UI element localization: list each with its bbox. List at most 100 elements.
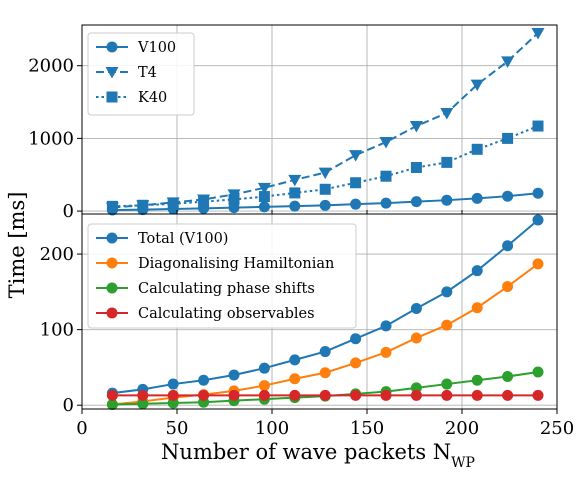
bot-series-total-v100-point-160 [380,320,392,332]
bot-series-calculating-observables-point-240 [532,389,544,401]
bot-series-calculating-observables-point-144 [350,389,362,401]
bot-series-diagonalising-hamiltonian-point-240 [532,258,544,270]
bot-series-calculating-observables-point-16 [106,389,118,401]
bot-legend-entry-total-v100-label: Total (V100) [138,231,228,247]
top-series-v100-point-176 [410,196,422,208]
top-legend: V100 T4 K40 [87,32,195,116]
bot-legend-entry-calculating-phase-shifts: Calculating phase shifts [96,281,315,297]
top-series-k40-point-64 [198,196,210,208]
x-tick-label-100: 100 [255,418,289,439]
bot-series-diagonalising-hamiltonian-point-96 [258,380,270,392]
bot-series-total-v100-point-96 [258,362,270,374]
bot-series-calculating-observables-point-176 [410,389,422,401]
bot-legend-entry-diagonalising-hamiltonian-label: Diagonalising Hamiltonian [138,256,334,272]
top-series-k40-point-208 [471,143,483,155]
bottom-legend: Total (V100) Diagonalising Hamiltonian Cal… [87,223,357,329]
top-legend-entry-v100: V100 [96,40,176,56]
bot-series-total-v100-point-208 [471,265,483,277]
y-tick-label-100: 100 [40,320,74,341]
bot-series-calculating-observables-point-48 [167,389,179,401]
top-legend-entry-v100-marker [106,41,118,53]
top-series-k40-point-176 [410,161,422,173]
bot-series-calculating-observables-point-64 [198,389,210,401]
top-series-k40-point-128 [319,183,331,195]
top-series-v100-point-192 [441,194,453,206]
top-series-t4-point-224 [501,56,515,68]
top-series [105,27,545,216]
bot-series-calculating-observables-point-80 [228,389,240,401]
x-axis-label-main: Number of wave packets N [161,440,451,464]
top-series-k40-point-144 [350,177,362,189]
bot-series-diagonalising-hamiltonian-point-208 [471,302,483,314]
y-tick-label-200: 200 [40,244,74,265]
y-tick-label-2000: 2000 [28,56,74,77]
y-tick-label-0: 0 [63,201,74,222]
bot-series-calculating-phase-shifts-point-32 [137,398,149,410]
bot-series-calculating-phase-shifts-point-208 [471,374,483,386]
bot-series-total-v100-point-144 [350,333,362,345]
top-series-v100-point-208 [471,192,483,204]
bot-legend-entry-total-v100: Total (V100) [96,231,228,247]
bot-series-total-v100-point-224 [502,240,514,252]
x-tick-label-0: 0 [76,418,87,439]
bot-series-calculating-observables-point-224 [502,389,514,401]
bot-series-total-v100-point-192 [441,286,453,298]
bot-series-calculating-observables-point-160 [380,389,392,401]
bot-series-total-v100-point-112 [289,354,301,366]
top-series-v100-point-224 [502,190,514,202]
bot-series-diagonalising-hamiltonian-point-192 [441,319,453,331]
top-series-t4-point-208 [470,79,484,92]
bot-series-total-v100-point-64 [198,374,210,386]
bot-series-calculating-observables-point-208 [471,389,483,401]
bot-series-diagonalising-hamiltonian-point-128 [319,367,331,379]
bot-series-calculating-phase-shifts-point-176 [410,382,422,394]
bot-series-calculating-phase-shifts-point-48 [167,397,179,409]
top-series-v100-point-128 [319,199,331,211]
x-tick-label-250: 250 [540,418,574,439]
top-series-k40-point-96 [258,191,270,203]
top-series-t4-point-176 [409,121,423,133]
axes-frames [81,24,558,410]
top-plot: 0 1000 2000 V100 T4 K40 [28,25,558,222]
bot-series-total-v100-point-128 [319,346,331,358]
top-series-t4-point-112 [288,174,302,187]
bot-series-diagonalising-hamiltonian-point-160 [380,346,392,358]
bot-series-total-v100-point-176 [410,302,422,314]
top-y-ticks: 0 1000 2000 [28,56,558,222]
bot-series-total-v100-point-240 [532,214,544,226]
top-series-v100-point-112 [289,200,301,212]
bot-legend-entry-diagonalising-hamiltonian-marker [106,257,118,269]
top-series-v100-point-240 [532,187,544,199]
bot-series-total-v100-point-48 [167,378,179,390]
top-legend-entry-t4: T4 [96,65,157,81]
top-legend-entry-t4-label: T4 [138,65,157,81]
top-legend-entry-t4-marker [105,67,119,79]
bot-series-calculating-phase-shifts-point-192 [441,378,453,390]
top-legend-entry-k40-marker [106,91,118,103]
bot-legend-entry-calculating-phase-shifts-label: Calculating phase shifts [138,281,315,297]
bottom-plot: 0 100 200 0 50 100 150 200 250 Total (V100) Diago… [40,214,574,439]
top-series-k40-point-112 [289,187,301,199]
top-series-t4-point-192 [440,107,454,120]
top-series-k40-point-160 [380,170,392,182]
top-series-t4-point-240 [531,27,545,40]
bot-legend-entry-calculating-observables-label: Calculating observables [138,306,315,322]
top-series-k40-point-16 [106,200,118,212]
y-tick-label-1000: 1000 [28,128,74,149]
top-series-k40-point-80 [228,193,240,205]
bot-series-calculating-observables-point-96 [258,389,270,401]
top-legend-entry-k40: K40 [96,90,167,106]
bot-series-calculating-phase-shifts-point-240 [532,366,544,378]
top-series-v100-point-144 [350,198,362,210]
bot-legend-entry-calculating-observables-marker [106,307,118,319]
top-series-k40-point-224 [502,132,514,144]
top-series-k40-point-48 [167,198,179,210]
y-tick-label-0: 0 [63,395,74,416]
bot-series-total-v100-point-80 [228,369,240,381]
bot-series-calculating-observables [106,389,544,401]
bot-series-calculating-observables-point-128 [319,389,331,401]
bot-legend-entry-diagonalising-hamiltonian: Diagonalising Hamiltonian [96,256,334,272]
bot-legend-box [87,223,357,329]
bot-series-diagonalising-hamiltonian-point-224 [502,281,514,293]
